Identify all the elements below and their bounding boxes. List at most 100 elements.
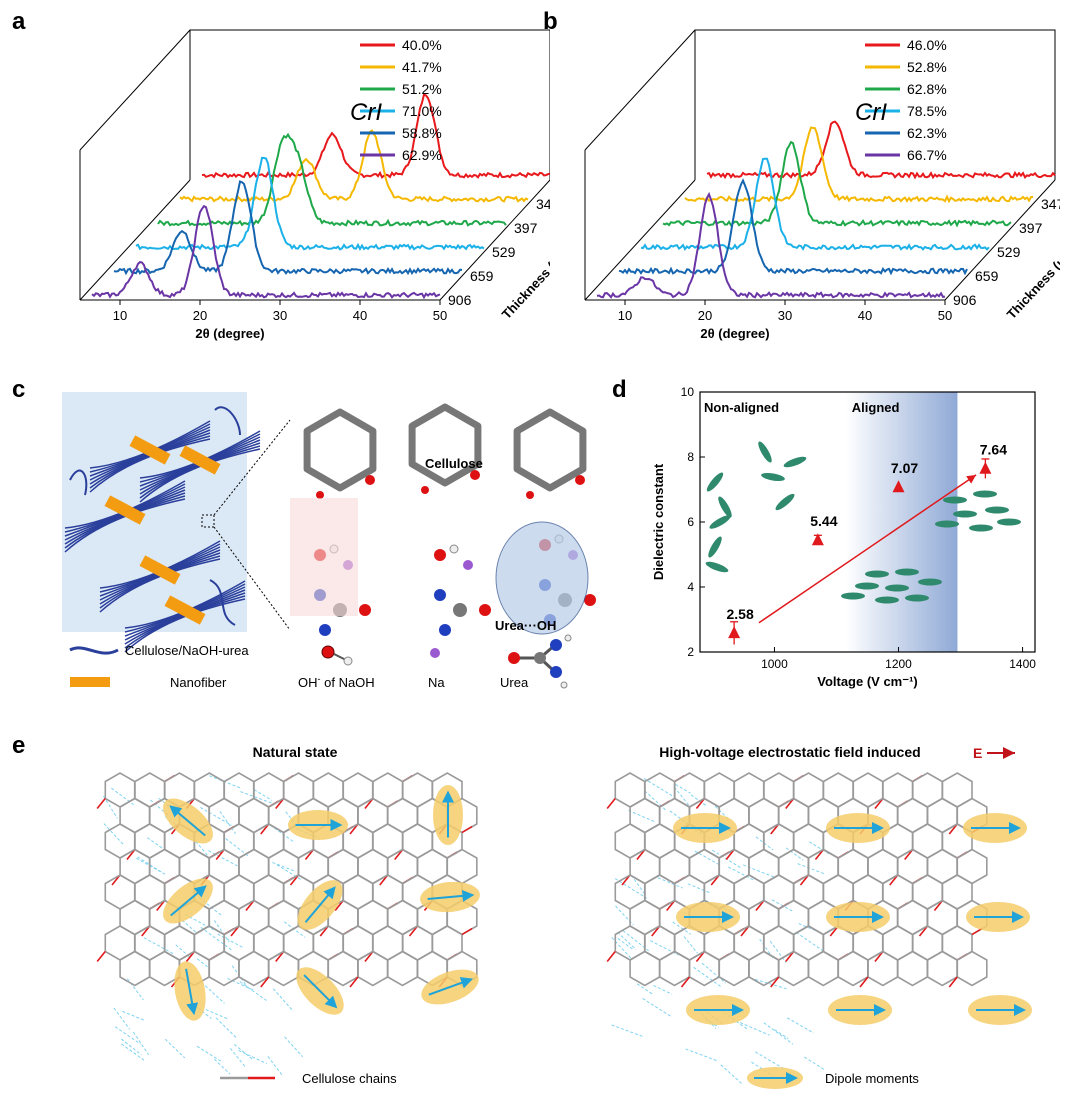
hydrogen-bond [146, 837, 166, 851]
x-tick-label: 1200 [885, 657, 912, 671]
zoom-box [201, 514, 215, 528]
hydrogen-bond [132, 1031, 149, 1055]
hydrogen-bond [693, 966, 721, 987]
cellulose-ring [387, 950, 419, 987]
cellulose-ring [357, 950, 389, 987]
legend-urea: Urea [500, 675, 529, 690]
trend-arrow [758, 474, 977, 624]
aligned-fibre-icon [997, 518, 1021, 526]
hydrogen-bond [214, 1058, 231, 1075]
hydrogen-bond [253, 789, 273, 801]
oxygen-bond [96, 951, 106, 962]
crl-label: CrI [855, 99, 887, 126]
cellulose-ring [926, 950, 958, 987]
y-axis-label: Dielectric constant [651, 463, 666, 580]
data-point [892, 480, 905, 493]
aligned-fibre-icon [985, 506, 1009, 514]
lattice-right [606, 772, 988, 1084]
xrd-trace-62.9% [91, 204, 441, 300]
random-fibre-icon [758, 441, 772, 463]
cellulose-strand [99, 546, 221, 597]
cellulose-label: Cellulose [425, 456, 483, 471]
cellulose-strand [89, 429, 211, 481]
cellulose-ring [268, 950, 300, 987]
oxygen-bond [394, 849, 404, 860]
cellulose-strand [64, 495, 186, 549]
aligned-fibre-icon [895, 568, 919, 576]
cellulose-ring [659, 950, 691, 987]
ring-oxygen [575, 475, 585, 485]
random-dipole-arrow [170, 885, 207, 917]
thickness-label: 347 [536, 196, 550, 212]
hydrogen-bond [628, 809, 656, 823]
hydrogen-bond [795, 932, 825, 953]
glucose-ring [513, 408, 587, 492]
oxygen-bond [933, 900, 944, 911]
random-fibre-icon [718, 496, 732, 518]
hydrogen-bond [190, 1001, 212, 1019]
panel-label-e: e [12, 732, 26, 759]
top-left-edge [79, 29, 191, 151]
oxygen-bond [334, 900, 344, 911]
cellulose-ring [688, 950, 720, 987]
legend-oh-naoh: OH- of NaOH [298, 674, 375, 690]
oxygen-bond [260, 976, 270, 988]
legend-entry: 51.2% [402, 81, 442, 97]
aligned-fibre-icon [969, 524, 993, 532]
title-field-induced: High-voltage electrostatic field induced [659, 744, 920, 760]
aligned-fibre-icon [875, 596, 899, 604]
oxygen-bond [666, 900, 676, 911]
hydrogen-bond [267, 1056, 284, 1077]
nanofiber-segment [104, 495, 146, 525]
random-dipole-arrow [303, 974, 338, 1009]
hydrogen-bond [614, 878, 648, 899]
legend-entry: 58.8% [402, 125, 442, 141]
legend-entry: 66.7% [907, 147, 947, 163]
dielectric-chart: 2 4 6 8 10 1000 1200 1400 Voltage (V cm⁻¹) Dielec… [651, 385, 1036, 689]
cellulose-schematic: Cellulose Urea···OH Cellulose/NaOH-urea … [62, 392, 596, 690]
hydrogen-bond [126, 978, 144, 1001]
hydrogen-bond [272, 988, 294, 1012]
aligned-fibre-icon [953, 510, 977, 518]
nanofiber-legend-swatch [70, 677, 110, 687]
hydrogen-bond [804, 1056, 826, 1071]
legend-cellulose-naoh-urea: Cellulose/NaOH-urea [125, 643, 249, 658]
hydrogen-bond [675, 783, 691, 794]
random-fibre-icon [705, 561, 729, 573]
oxygen-bond [364, 798, 374, 809]
oxygen-bond [275, 798, 285, 809]
cellulose-strand [124, 586, 246, 637]
panel-label-c: c [12, 376, 26, 403]
xrd-trace-78.5% [640, 157, 990, 251]
oxygen-bond [96, 798, 106, 809]
hydrogen-bond [697, 1009, 717, 1029]
hydrogen-bond [755, 1051, 786, 1071]
oxygen-bond [304, 849, 315, 860]
y-tick-label: 8 [687, 450, 694, 464]
x-tick-label: 50 [938, 308, 952, 323]
lattice-left [96, 772, 478, 1077]
random-fibre-icon [708, 536, 722, 558]
aligned-fibre-icon [885, 584, 909, 592]
thickness-axis [439, 179, 550, 301]
x-tick-label: 1000 [761, 657, 788, 671]
hydrogen-bond [213, 920, 230, 943]
hydrogen-bond [754, 978, 787, 990]
hydrogen-bond [200, 806, 232, 826]
oxygen-bond [785, 951, 795, 962]
random-dipole-arrow [185, 968, 199, 1016]
nanofiber-segment [139, 555, 181, 585]
legend-dipole-moments: Dipole moments [825, 1071, 919, 1086]
cellulose-strand [89, 426, 211, 477]
oxygen-bond [695, 951, 706, 962]
urea-oxygen [584, 594, 596, 606]
thickness-label: 397 [514, 220, 538, 236]
urea-nitrogen [434, 589, 446, 601]
left-depth-edge [79, 179, 191, 301]
hydrogen-bond [617, 938, 634, 950]
xrd-trace-58.8% [113, 180, 463, 276]
hydrogen-bond [229, 1048, 246, 1068]
random-fibre-icon [775, 493, 795, 511]
random-dipole-arrow [304, 886, 336, 923]
random-fibre-icon [783, 456, 807, 468]
